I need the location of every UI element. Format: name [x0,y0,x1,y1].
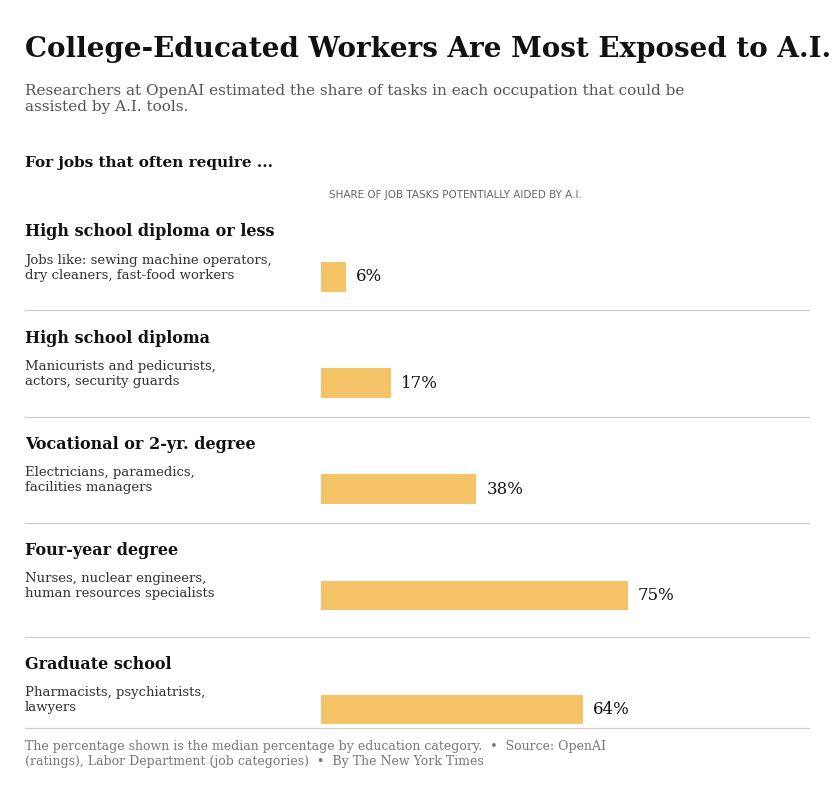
Text: High school diploma: High school diploma [25,330,210,346]
Text: 38%: 38% [486,480,523,498]
Bar [321,474,476,504]
Bar [321,262,345,291]
Text: 64%: 64% [593,701,630,718]
Text: Jobs like: sewing machine operators,
dry cleaners, fast-food workers: Jobs like: sewing machine operators, dry… [25,254,272,282]
Bar [321,694,583,725]
Text: 17%: 17% [400,374,438,392]
Text: High school diploma or less: High school diploma or less [25,223,274,240]
Text: Graduate school: Graduate school [25,656,172,673]
Text: Researchers at OpenAI estimated the share of tasks in each occupation that could: Researchers at OpenAI estimated the shar… [25,84,685,114]
Bar [321,368,390,397]
Text: The percentage shown is the median percentage by education category.  •  Source:: The percentage shown is the median perce… [25,740,606,768]
Text: Nurses, nuclear engineers,
human resources specialists: Nurses, nuclear engineers, human resourc… [25,572,214,600]
Text: 6%: 6% [355,268,382,286]
Text: College-Educated Workers Are Most Exposed to A.I.: College-Educated Workers Are Most Expose… [25,36,831,63]
Text: Pharmacists, psychiatrists,
lawyers: Pharmacists, psychiatrists, lawyers [25,686,205,714]
Text: 75%: 75% [637,587,675,604]
Text: Vocational or 2-yr. degree: Vocational or 2-yr. degree [25,436,256,452]
Text: Four-year degree: Four-year degree [25,542,178,559]
Bar [321,581,627,610]
Text: SHARE OF JOB TASKS POTENTIALLY AIDED BY A.I.: SHARE OF JOB TASKS POTENTIALLY AIDED BY … [329,190,582,200]
Text: Electricians, paramedics,
facilities managers: Electricians, paramedics, facilities man… [25,466,195,494]
Text: For jobs that often require ...: For jobs that often require ... [25,156,273,170]
Text: Manicurists and pedicurists,
actors, security guards: Manicurists and pedicurists, actors, sec… [25,360,216,388]
